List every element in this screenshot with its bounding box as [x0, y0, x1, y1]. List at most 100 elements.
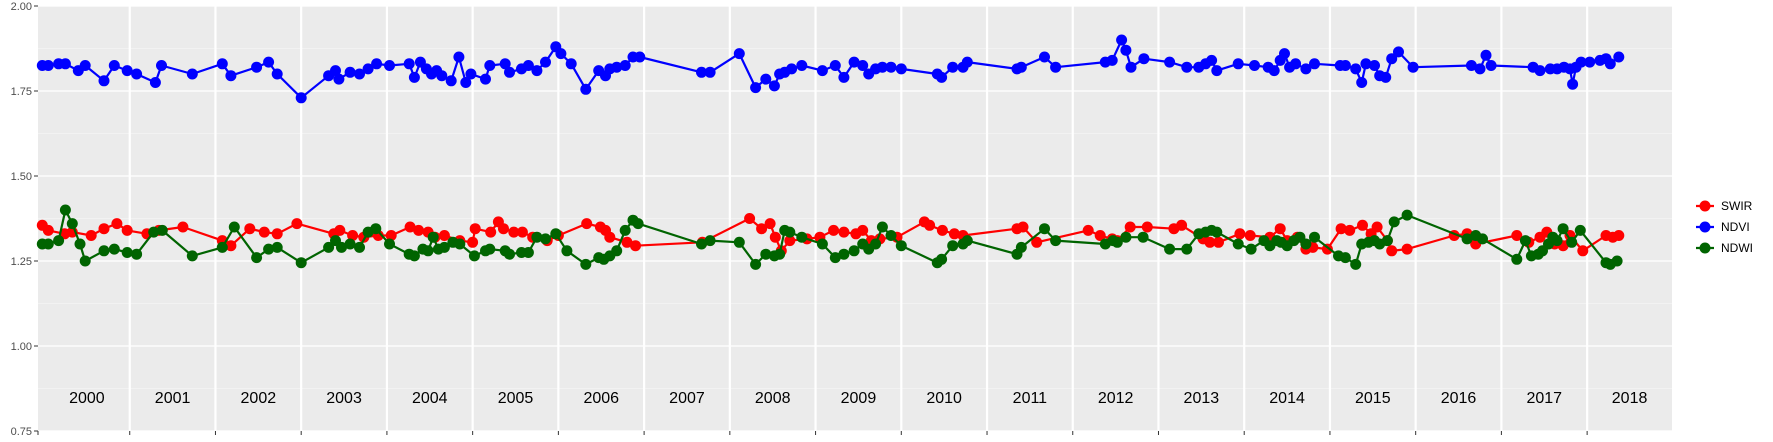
- year-label: 2012: [1098, 390, 1134, 407]
- ndvi-data-point: [460, 77, 472, 88]
- ndwi-data-point: [148, 226, 160, 238]
- ndwi-data-point: [504, 248, 515, 260]
- ndvi-data-point: [816, 65, 828, 77]
- ndvi-data-point: [1125, 61, 1137, 73]
- ndwi-data-point: [108, 243, 120, 255]
- ndwi-data-point: [1350, 258, 1362, 270]
- year-label: 2014: [1269, 390, 1305, 407]
- ndvi-data-point: [1268, 65, 1280, 77]
- ndvi-data-point: [1584, 56, 1596, 68]
- ndvi-data-point: [760, 73, 772, 85]
- ndvi-data-point: [1138, 53, 1150, 65]
- swir-data-point: [604, 231, 616, 243]
- ndvi-data-point: [1380, 71, 1392, 83]
- swir-data-point: [467, 236, 479, 248]
- ndvi-data-point: [1015, 61, 1027, 73]
- year-label: 2000: [69, 390, 105, 407]
- ndvi-legend-label: NDVI: [1721, 220, 1750, 234]
- ndwi-data-point: [228, 221, 240, 233]
- ndwi-data-point: [271, 241, 283, 253]
- year-label: 2009: [841, 390, 877, 407]
- ndvi-data-point: [453, 51, 465, 63]
- swir-data-point: [756, 223, 768, 235]
- ndvi-data-point: [1386, 53, 1398, 65]
- ndwi-data-point: [733, 236, 745, 248]
- ndvi-data-point: [1290, 58, 1302, 70]
- ndvi-data-point: [750, 82, 762, 94]
- year-label: 2003: [326, 390, 362, 407]
- ndwi-data-point: [74, 238, 86, 250]
- ndvi-data-point: [857, 60, 869, 71]
- ndvi-data-point: [555, 48, 567, 60]
- ndvi-data-point: [216, 58, 228, 70]
- ndvi-data-point: [704, 66, 716, 78]
- ndwi-data-point: [750, 258, 762, 270]
- ndwi-data-point: [344, 238, 356, 250]
- swir-data-point: [469, 223, 481, 235]
- ndvi-data-point: [895, 63, 907, 75]
- ndvi-data-point: [1116, 34, 1128, 46]
- swir-data-point: [1357, 219, 1368, 231]
- swir-data-point: [98, 223, 110, 235]
- ndwi-data-point: [408, 250, 420, 262]
- ndvi-data-point: [42, 60, 54, 71]
- legend: SWIR NDVI NDWI: [1696, 199, 1753, 255]
- swir-data-point: [924, 219, 936, 231]
- ndvi-data-point: [1474, 63, 1486, 75]
- ndvi-data-point: [1465, 60, 1477, 71]
- ndvi-data-point: [149, 77, 161, 88]
- year-panel-dividers: 2000 2001 2002 2003 2004 2005 2006 2007 2008 2009…: [69, 6, 1647, 431]
- ndwi-data-point: [422, 245, 434, 257]
- swir-data-point: [258, 226, 270, 238]
- ndwi-data-point: [947, 240, 959, 252]
- ndwi-data-point: [1309, 231, 1320, 243]
- ndvi-data-point: [522, 60, 534, 71]
- swir-legend-label: SWIR: [1721, 199, 1753, 213]
- ndwi-data-point: [53, 235, 65, 247]
- ndvi-data-point: [1164, 56, 1176, 68]
- ndwi-data-point: [131, 248, 143, 260]
- ndwi-data-point: [796, 231, 808, 243]
- swir-data-point: [516, 226, 528, 238]
- year-label: 2004: [412, 390, 448, 407]
- y-tick-label: 1.00: [11, 341, 32, 353]
- y-tick-label: 0.75: [11, 426, 32, 438]
- swir-data-point: [1274, 223, 1286, 235]
- ndwi-data-point: [370, 223, 382, 235]
- swir-data-point: [485, 226, 497, 238]
- swir-data-point: [581, 218, 593, 230]
- ndvi-data-point: [98, 75, 110, 87]
- ndwi-data-point: [632, 218, 644, 230]
- ndwi-data-point: [66, 218, 78, 230]
- swir-data-point: [1244, 230, 1256, 241]
- ndwi-data-point: [1339, 252, 1351, 264]
- swir-data-point: [1213, 236, 1224, 248]
- ndvi-data-point: [531, 65, 543, 77]
- year-label: 2017: [1526, 390, 1562, 407]
- ndwi-data-point: [1566, 236, 1578, 248]
- swir-data-point: [828, 224, 840, 236]
- swir-data-point: [1176, 219, 1188, 231]
- swir-data-point: [838, 226, 850, 238]
- ndvi-data-point: [796, 60, 808, 71]
- ndvi-data-point: [480, 73, 491, 85]
- year-label: 2006: [583, 390, 619, 407]
- ndvi-data-point: [295, 92, 307, 104]
- ndvi-data-point: [768, 80, 780, 92]
- year-label: 2015: [1355, 390, 1391, 407]
- swir-data-point: [621, 236, 633, 248]
- ndwi-data-point: [1181, 243, 1193, 255]
- ndvi-data-point: [619, 60, 631, 71]
- ndvi-data-point: [885, 61, 897, 73]
- ndvi-data-point: [1300, 63, 1312, 75]
- swir-data-point: [1386, 245, 1398, 257]
- swir-data-point: [385, 230, 397, 241]
- ndvi-data-point: [580, 83, 592, 95]
- ndwi-data-point: [1557, 223, 1569, 235]
- ndwi-data-point: [1039, 223, 1050, 235]
- ndvi-data-point: [344, 66, 356, 78]
- ndvi-data-point: [445, 75, 457, 87]
- ndwi-data-point: [468, 250, 480, 262]
- ndvi-data-point: [186, 68, 198, 80]
- swir-data-point: [1031, 236, 1043, 248]
